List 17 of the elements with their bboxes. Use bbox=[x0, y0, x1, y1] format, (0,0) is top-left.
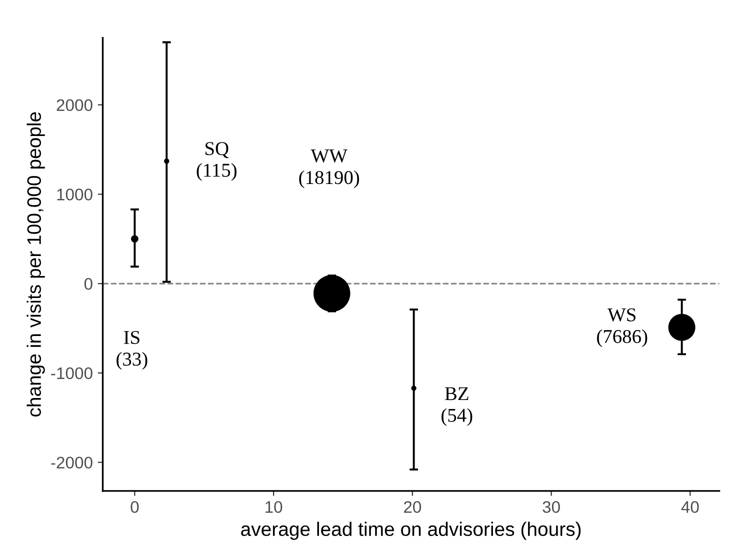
annotation: SQ (115) bbox=[196, 142, 236, 181]
x-tick-label: 20 bbox=[404, 501, 422, 513]
x-tick-label: 10 bbox=[266, 501, 282, 513]
annotation: IS (33) bbox=[116, 330, 148, 370]
y-axis-title: change in visits per 100,000 people bbox=[26, 112, 45, 417]
x-tick-label: 40 bbox=[681, 501, 699, 513]
y-tick-label: 2000 bbox=[56, 99, 92, 112]
x-axis-title: average lead time on advisories (hours) bbox=[241, 522, 581, 540]
y-tick-label: -2000 bbox=[51, 456, 92, 469]
annotation: WS (7686) bbox=[597, 308, 648, 348]
x-tick-label: 30 bbox=[542, 501, 560, 513]
y-tick-label: 0 bbox=[84, 278, 92, 290]
x-tick-label: 0 bbox=[130, 501, 139, 513]
y-tick-label: -1000 bbox=[51, 367, 92, 380]
annotation: BZ (54) bbox=[442, 387, 472, 426]
y-tick-label: 1000 bbox=[57, 188, 92, 200]
annotation: WW (18190) bbox=[299, 150, 360, 188]
